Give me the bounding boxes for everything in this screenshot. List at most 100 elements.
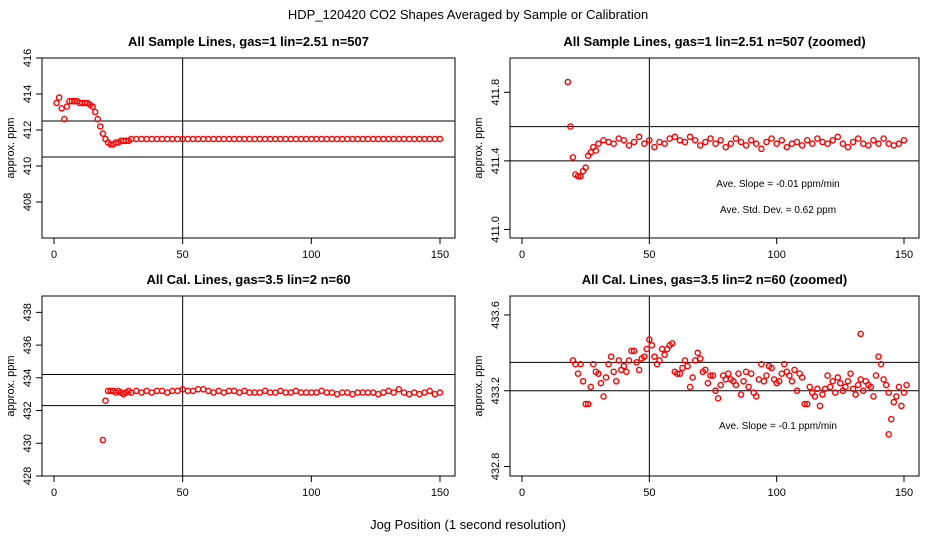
data-point	[277, 387, 284, 395]
data-point	[133, 387, 140, 395]
data-point	[436, 135, 444, 143]
data-point	[735, 370, 742, 377]
data-point	[811, 393, 819, 400]
data-point	[199, 135, 207, 143]
data-point	[390, 135, 397, 143]
data-point	[714, 395, 722, 402]
data-point	[302, 389, 310, 396]
data-point	[272, 135, 279, 143]
data-point	[91, 108, 99, 116]
data-point	[174, 135, 181, 143]
data-point	[857, 330, 865, 338]
data-point	[768, 135, 775, 142]
data-point	[900, 136, 908, 144]
data-point	[405, 135, 413, 143]
data-point	[646, 136, 653, 144]
data-point	[395, 135, 403, 143]
data-point	[574, 370, 582, 377]
data-point	[426, 387, 434, 395]
data-point	[359, 135, 367, 143]
data-point	[885, 389, 893, 396]
x-tick-label: 150	[431, 249, 449, 261]
data-point	[882, 381, 890, 389]
x-tick-label: 100	[767, 487, 785, 499]
data-point	[143, 135, 150, 143]
data-point	[712, 387, 719, 395]
data-point	[582, 400, 589, 408]
y-tick-label: 428	[22, 467, 34, 485]
data-point	[369, 135, 377, 143]
data-point	[225, 135, 233, 143]
data-point	[625, 142, 633, 149]
data-point	[241, 387, 248, 395]
data-point	[696, 355, 704, 362]
y-tick-label: 436	[22, 336, 34, 354]
data-point	[313, 135, 320, 143]
data-point	[215, 387, 222, 395]
data-point	[184, 135, 192, 143]
data-point	[625, 357, 633, 364]
x-tick-label: 100	[302, 487, 320, 499]
data-point	[814, 385, 821, 393]
data-point	[829, 377, 836, 385]
data-point	[640, 140, 648, 148]
data-point	[607, 353, 615, 360]
data-point	[610, 140, 617, 148]
data-point	[246, 135, 253, 143]
data-point	[313, 389, 320, 396]
y-tick-label: 411.4	[490, 147, 502, 174]
data-point	[380, 389, 387, 396]
data-point	[205, 135, 212, 143]
data-point	[251, 389, 259, 396]
data-point	[287, 389, 295, 396]
data-point	[880, 376, 887, 383]
data-point	[842, 383, 849, 391]
x-tick-label: 0	[51, 487, 57, 499]
data-point	[773, 140, 780, 148]
data-point	[333, 135, 341, 143]
data-point	[775, 377, 783, 385]
data-point	[724, 370, 732, 377]
data-point	[308, 389, 315, 396]
data-point	[849, 138, 857, 146]
data-point	[806, 383, 814, 391]
data-point	[577, 360, 584, 368]
data-point	[292, 135, 300, 143]
data-point	[102, 397, 109, 405]
data-point	[651, 143, 658, 151]
y-axis-label: approx. ppm	[473, 117, 485, 178]
data-point	[819, 391, 826, 398]
data-point	[225, 387, 233, 395]
x-tick-label: 50	[177, 487, 189, 499]
data-point	[328, 389, 336, 396]
data-point	[681, 138, 689, 146]
data-point	[99, 436, 107, 444]
data-point	[277, 135, 284, 143]
data-point	[633, 359, 640, 366]
panels: All Sample Lines, gas=1 lin=2.51 n=507 ap…	[5, 34, 920, 499]
data-point	[831, 389, 839, 396]
data-point	[338, 135, 346, 143]
data-point	[143, 387, 150, 395]
data-point	[385, 135, 392, 143]
data-point	[635, 133, 643, 141]
data-point	[834, 133, 842, 141]
data-point	[870, 136, 877, 144]
data-point	[364, 389, 372, 396]
data-point	[824, 140, 831, 148]
data-point	[885, 431, 893, 438]
data-point	[635, 366, 643, 374]
data-point	[694, 349, 702, 357]
y-tick-label: 434	[22, 369, 34, 387]
data-point	[400, 389, 408, 396]
data-point	[849, 385, 857, 393]
data-point	[867, 383, 875, 391]
data-point	[369, 389, 377, 396]
data-point	[189, 135, 197, 143]
data-point	[148, 389, 156, 396]
y-tick-label: 438	[22, 303, 34, 321]
plot-frame	[509, 57, 920, 239]
data-point	[158, 387, 166, 395]
panel-title: All Sample Lines, gas=1 lin=2.51 n=507 (…	[563, 34, 865, 49]
data-point	[60, 115, 68, 123]
